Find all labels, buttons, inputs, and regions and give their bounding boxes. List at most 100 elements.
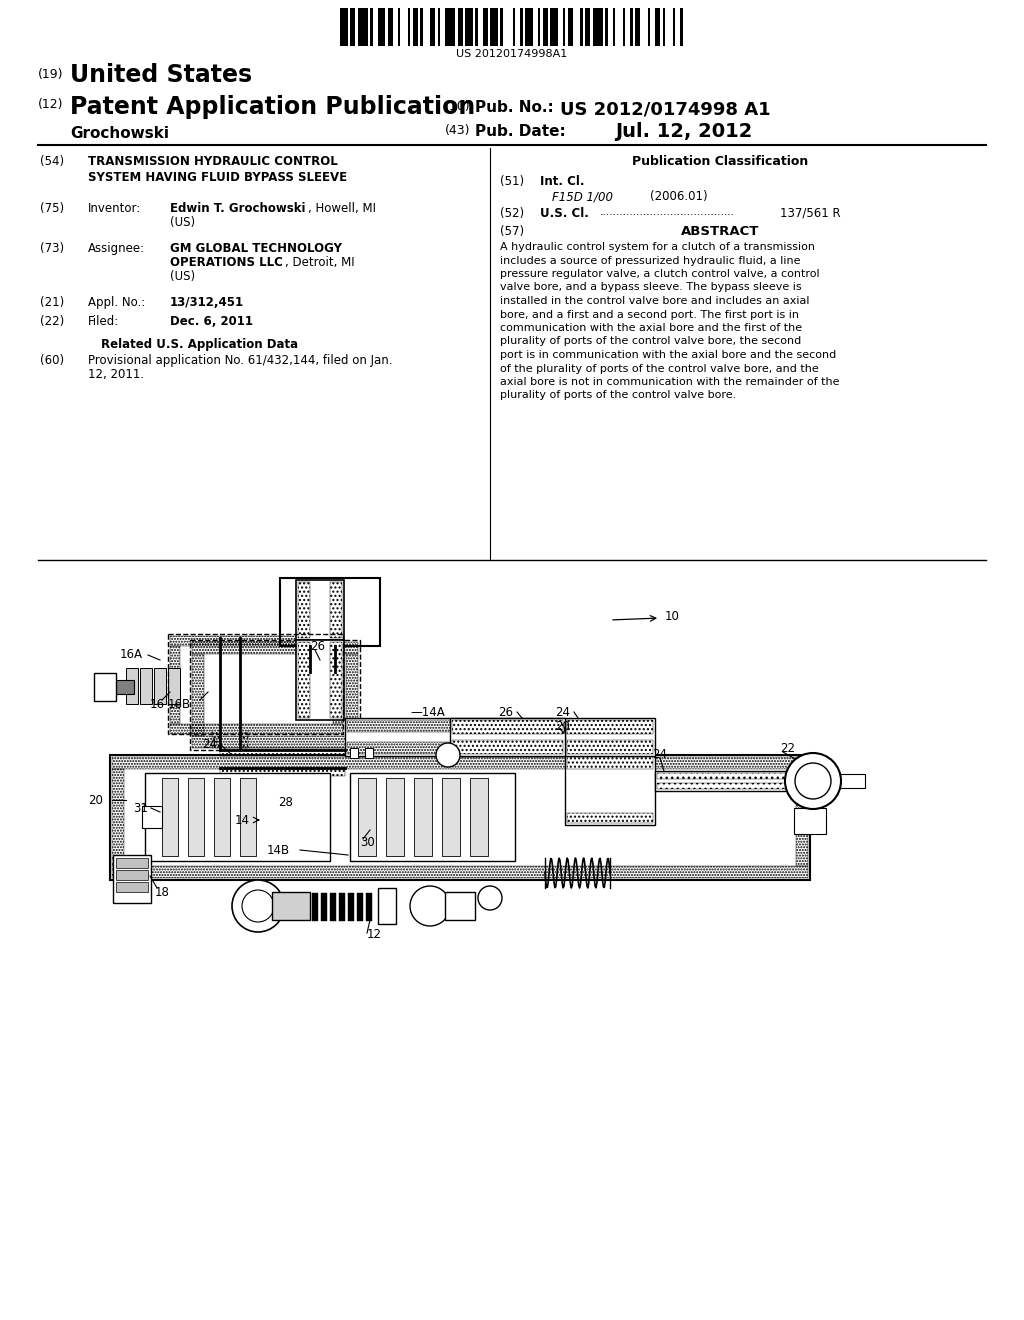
Text: 14B: 14B: [267, 843, 290, 857]
Text: —14A: —14A: [410, 705, 444, 718]
Text: plurality of ports of the control valve bore.: plurality of ports of the control valve …: [500, 391, 736, 400]
Text: (75): (75): [40, 202, 65, 215]
Text: 10: 10: [665, 610, 680, 623]
Bar: [142, 807, 162, 828]
Bar: [170, 723, 343, 734]
Text: 14: 14: [234, 813, 250, 826]
Bar: [655, 8, 660, 46]
Text: (22): (22): [40, 315, 65, 327]
Text: (54): (54): [40, 154, 65, 168]
Text: axial bore is not in communication with the remainder of the: axial bore is not in communication with …: [500, 378, 840, 387]
Bar: [94, 673, 116, 701]
Bar: [357, 894, 362, 907]
Bar: [114, 680, 134, 694]
Text: (12): (12): [38, 98, 63, 111]
Bar: [170, 636, 343, 645]
Text: valve bore, and a bypass sleeve. The bypass sleeve is: valve bore, and a bypass sleeve. The byp…: [500, 282, 802, 293]
Bar: [321, 907, 327, 921]
Bar: [112, 866, 808, 878]
Text: 30: 30: [360, 837, 375, 850]
Bar: [378, 888, 396, 924]
Text: Pub. No.:: Pub. No.:: [475, 100, 554, 115]
Bar: [296, 640, 344, 719]
Text: US 2012/0174998 A1: US 2012/0174998 A1: [560, 100, 771, 117]
Bar: [346, 653, 358, 737]
Bar: [458, 8, 463, 46]
Bar: [198, 648, 352, 742]
Bar: [442, 777, 460, 855]
Text: Publication Classification: Publication Classification: [632, 154, 808, 168]
Text: includes a source of pressurized hydraulic fluid, a line: includes a source of pressurized hydraul…: [500, 256, 801, 265]
Bar: [840, 774, 865, 788]
Text: Appl. No.:: Appl. No.:: [88, 296, 145, 309]
Bar: [386, 777, 404, 855]
Bar: [330, 907, 336, 921]
Text: (57): (57): [500, 224, 524, 238]
Bar: [520, 8, 522, 46]
Text: OPERATIONS LLC: OPERATIONS LLC: [170, 256, 283, 269]
Text: 12, 2011.: 12, 2011.: [88, 368, 144, 381]
Text: (10): (10): [445, 100, 471, 114]
Bar: [190, 640, 360, 750]
Text: 24: 24: [652, 747, 667, 760]
Text: 26: 26: [498, 705, 513, 718]
Bar: [347, 742, 563, 754]
Text: F15D 1/00: F15D 1/00: [552, 190, 613, 203]
Bar: [112, 756, 808, 770]
Text: of the plurality of ports of the control valve bore, and the: of the plurality of ports of the control…: [500, 363, 819, 374]
Bar: [357, 907, 362, 921]
Text: Jul. 12, 2012: Jul. 12, 2012: [615, 121, 753, 141]
Text: 28: 28: [278, 796, 293, 809]
Text: (US): (US): [170, 216, 196, 228]
Bar: [567, 8, 572, 46]
Bar: [220, 768, 345, 776]
Text: , Howell, MI: , Howell, MI: [308, 202, 376, 215]
Text: United States: United States: [70, 63, 252, 87]
Bar: [565, 755, 655, 825]
Bar: [168, 668, 180, 704]
Circle shape: [478, 886, 502, 909]
Bar: [365, 748, 373, 758]
Text: Assignee:: Assignee:: [88, 242, 145, 255]
Circle shape: [795, 763, 831, 799]
Bar: [370, 8, 373, 46]
Bar: [580, 8, 583, 46]
Text: 20: 20: [88, 793, 102, 807]
Bar: [321, 894, 327, 907]
Bar: [612, 8, 615, 46]
Text: (US): (US): [170, 271, 196, 282]
Text: Filed:: Filed:: [88, 315, 119, 327]
Circle shape: [232, 880, 284, 932]
Bar: [357, 8, 368, 46]
Text: 12: 12: [367, 928, 382, 941]
Bar: [647, 8, 650, 46]
Bar: [350, 8, 355, 46]
Bar: [420, 8, 423, 46]
Text: (43): (43): [445, 124, 470, 137]
Bar: [350, 774, 515, 861]
Bar: [408, 8, 410, 46]
Bar: [397, 8, 400, 46]
Bar: [298, 582, 310, 638]
Bar: [794, 808, 826, 834]
Text: port is in communication with the axial bore and the second: port is in communication with the axial …: [500, 350, 837, 360]
Text: (21): (21): [40, 296, 65, 309]
Bar: [168, 634, 343, 734]
Bar: [298, 642, 310, 718]
Text: 26: 26: [310, 639, 325, 652]
Bar: [340, 8, 347, 46]
Text: 20: 20: [555, 719, 570, 733]
Bar: [585, 8, 590, 46]
Bar: [330, 582, 342, 638]
Bar: [240, 640, 248, 748]
Text: Dec. 6, 2011: Dec. 6, 2011: [170, 315, 253, 327]
Bar: [470, 777, 488, 855]
Bar: [280, 578, 380, 645]
Text: 137/561 R: 137/561 R: [780, 207, 841, 220]
Text: (19): (19): [38, 69, 63, 81]
Text: 16: 16: [150, 697, 165, 710]
Bar: [112, 770, 124, 866]
Bar: [605, 8, 607, 46]
Text: (73): (73): [40, 242, 65, 255]
Bar: [657, 783, 793, 789]
